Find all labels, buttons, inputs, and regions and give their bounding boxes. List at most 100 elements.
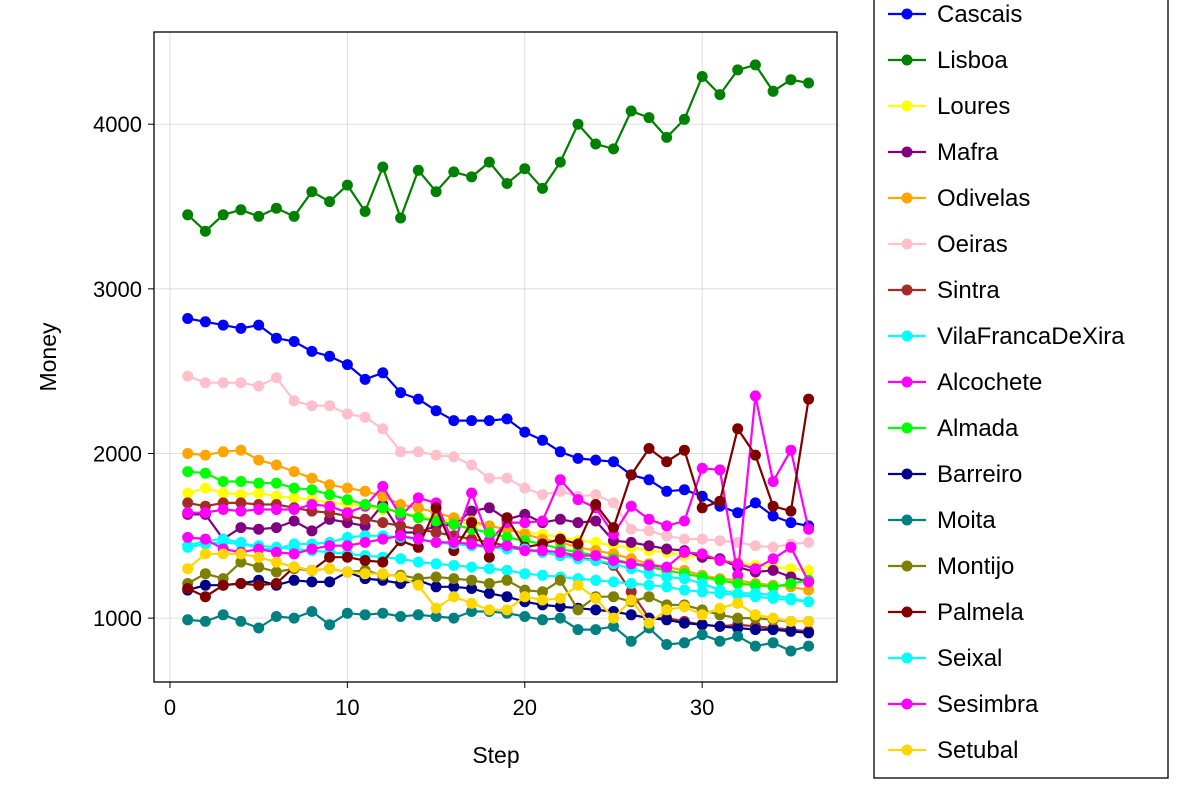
data-point xyxy=(803,393,815,405)
data-point xyxy=(412,164,424,176)
data-point xyxy=(466,517,478,529)
y-tick-label: 4000 xyxy=(93,112,142,137)
data-point xyxy=(696,548,708,560)
data-point xyxy=(235,322,247,334)
data-point xyxy=(625,635,637,647)
data-point xyxy=(732,64,744,76)
data-point xyxy=(395,571,407,583)
data-point xyxy=(377,607,389,619)
data-point xyxy=(572,538,584,550)
data-point xyxy=(483,604,495,616)
data-point xyxy=(714,555,726,566)
data-point xyxy=(430,449,442,461)
data-point xyxy=(253,551,265,563)
data-point xyxy=(678,484,690,496)
data-point xyxy=(483,527,495,538)
data-point xyxy=(466,505,478,517)
data-point xyxy=(625,523,637,535)
legend-label: Sintra xyxy=(937,277,1000,304)
legend-swatch-marker xyxy=(901,8,913,20)
data-point xyxy=(643,443,655,454)
data-point xyxy=(448,559,460,571)
data-point xyxy=(696,578,708,589)
data-point xyxy=(306,543,318,555)
data-point xyxy=(430,186,442,198)
data-point xyxy=(359,513,371,525)
data-point xyxy=(199,591,211,603)
data-point xyxy=(466,561,478,573)
data-point xyxy=(696,586,708,598)
data-point xyxy=(448,451,460,463)
data-point xyxy=(448,536,460,548)
data-point xyxy=(519,482,531,494)
data-point xyxy=(714,574,726,586)
data-point xyxy=(767,637,779,649)
data-point xyxy=(749,497,761,509)
data-point xyxy=(678,584,690,596)
data-point xyxy=(501,472,513,484)
data-point xyxy=(253,477,265,489)
data-point xyxy=(483,541,495,553)
data-point xyxy=(395,530,407,542)
data-point xyxy=(643,474,655,486)
data-point xyxy=(306,525,318,537)
data-point xyxy=(395,499,407,510)
data-point xyxy=(395,446,407,458)
data-point xyxy=(767,510,779,522)
data-point xyxy=(608,591,619,603)
data-point xyxy=(253,561,265,573)
data-point xyxy=(749,390,761,402)
data-point xyxy=(217,504,229,515)
data-point xyxy=(377,423,389,435)
data-point xyxy=(253,380,265,392)
data-point xyxy=(199,615,211,627)
data-point xyxy=(678,617,690,629)
data-point xyxy=(466,606,478,617)
data-point xyxy=(253,543,265,555)
data-point xyxy=(235,476,247,487)
data-point xyxy=(714,584,726,596)
legend-swatch-marker xyxy=(901,698,913,710)
data-point xyxy=(270,522,282,534)
legend-label: Palmela xyxy=(937,599,1024,626)
data-point xyxy=(182,466,194,478)
data-point xyxy=(270,490,282,502)
data-point xyxy=(253,504,265,515)
legend-swatch-marker xyxy=(901,100,913,112)
data-point xyxy=(625,500,637,512)
data-point xyxy=(199,533,211,545)
data-point xyxy=(785,645,797,657)
y-tick-label: 1000 xyxy=(93,606,142,631)
data-point xyxy=(554,513,566,525)
data-point xyxy=(341,482,353,494)
data-point xyxy=(377,502,389,514)
data-point xyxy=(501,540,513,552)
data-point xyxy=(785,625,797,637)
data-point xyxy=(430,602,442,614)
data-point xyxy=(803,576,815,588)
legend-label: VilaFrancaDeXira xyxy=(937,323,1125,350)
data-point xyxy=(678,113,690,125)
data-point xyxy=(590,592,602,604)
data-point xyxy=(590,604,602,616)
data-point xyxy=(270,372,282,384)
data-point xyxy=(199,225,211,237)
x-tick-label: 0 xyxy=(164,695,176,720)
data-point xyxy=(678,637,690,649)
data-point xyxy=(643,540,655,552)
data-point xyxy=(306,484,318,496)
data-point xyxy=(430,405,442,417)
data-point xyxy=(785,541,797,553)
legend-box xyxy=(873,0,1169,779)
data-point xyxy=(324,350,336,362)
data-point xyxy=(785,563,797,575)
data-point xyxy=(483,563,495,575)
data-point xyxy=(590,574,602,586)
data-point xyxy=(412,556,424,568)
y-tick-label: 2000 xyxy=(93,441,142,466)
data-point xyxy=(306,345,318,357)
data-point xyxy=(270,556,282,568)
data-point xyxy=(288,492,300,504)
data-point xyxy=(430,515,442,527)
data-point xyxy=(554,592,566,604)
